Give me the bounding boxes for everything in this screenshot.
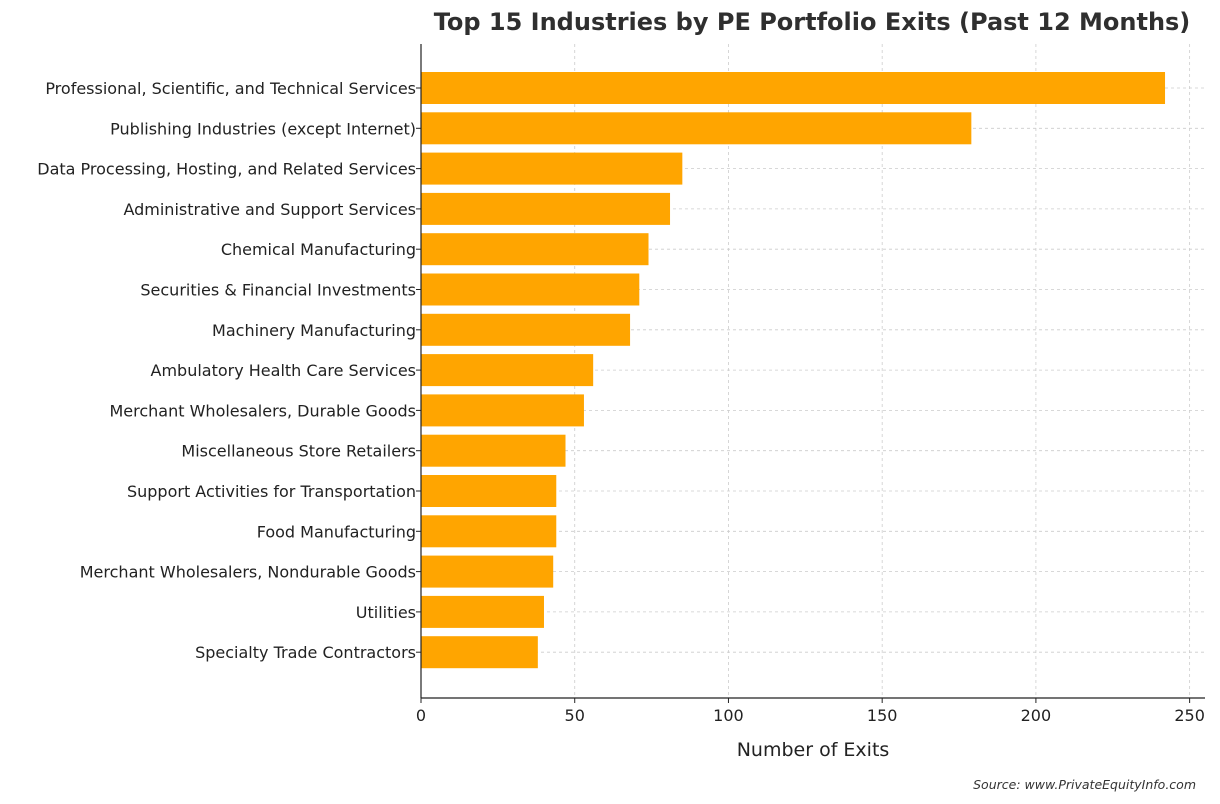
- y-tick-label: Machinery Manufacturing: [212, 321, 416, 340]
- x-tick-label: 0: [416, 706, 426, 725]
- bar: [421, 313, 631, 346]
- y-tick-label: Support Activities for Transportation: [127, 482, 416, 501]
- y-tick-label: Utilities: [356, 603, 416, 622]
- bar: [421, 394, 584, 427]
- x-tick-label: 100: [713, 706, 744, 725]
- y-tick-label: Merchant Wholesalers, Durable Goods: [109, 401, 416, 420]
- y-tick-label: Chemical Manufacturing: [221, 240, 416, 259]
- bar: [421, 515, 557, 548]
- y-tick-label: Data Processing, Hosting, and Related Se…: [37, 160, 416, 179]
- bar: [421, 112, 972, 145]
- x-tick-label: 50: [565, 706, 585, 725]
- y-tick-label: Ambulatory Health Care Services: [151, 361, 417, 380]
- y-tick-label: Administrative and Support Services: [123, 200, 416, 219]
- y-tick-label: Food Manufacturing: [257, 522, 416, 541]
- x-tick-label: 150: [867, 706, 898, 725]
- bar: [421, 72, 1166, 104]
- bar: [421, 192, 671, 225]
- chart-title: Top 15 Industries by PE Portfolio Exits …: [433, 8, 1191, 36]
- x-tick-label: 250: [1174, 706, 1205, 725]
- y-tick-label: Miscellaneous Store Retailers: [181, 442, 416, 461]
- y-tick-label: Merchant Wholesalers, Nondurable Goods: [80, 563, 416, 582]
- x-tick-label: 200: [1021, 706, 1052, 725]
- bar: [421, 595, 544, 628]
- y-tick-label: Publishing Industries (except Internet): [110, 119, 416, 138]
- bar: [421, 152, 683, 185]
- bar: [421, 434, 566, 467]
- bar: [421, 555, 554, 588]
- x-axis-label: Number of Exits: [737, 739, 890, 761]
- bar: [421, 636, 538, 669]
- source-note: Source: www.PrivateEquityInfo.com: [973, 777, 1196, 792]
- bar: [421, 354, 594, 387]
- y-tick-label: Securities & Financial Investments: [140, 281, 416, 300]
- bar: [421, 273, 640, 306]
- bar: [421, 233, 649, 266]
- y-tick-label: Specialty Trade Contractors: [195, 643, 416, 662]
- bar: [421, 475, 557, 507]
- y-tick-label: Professional, Scientific, and Technical …: [45, 79, 416, 98]
